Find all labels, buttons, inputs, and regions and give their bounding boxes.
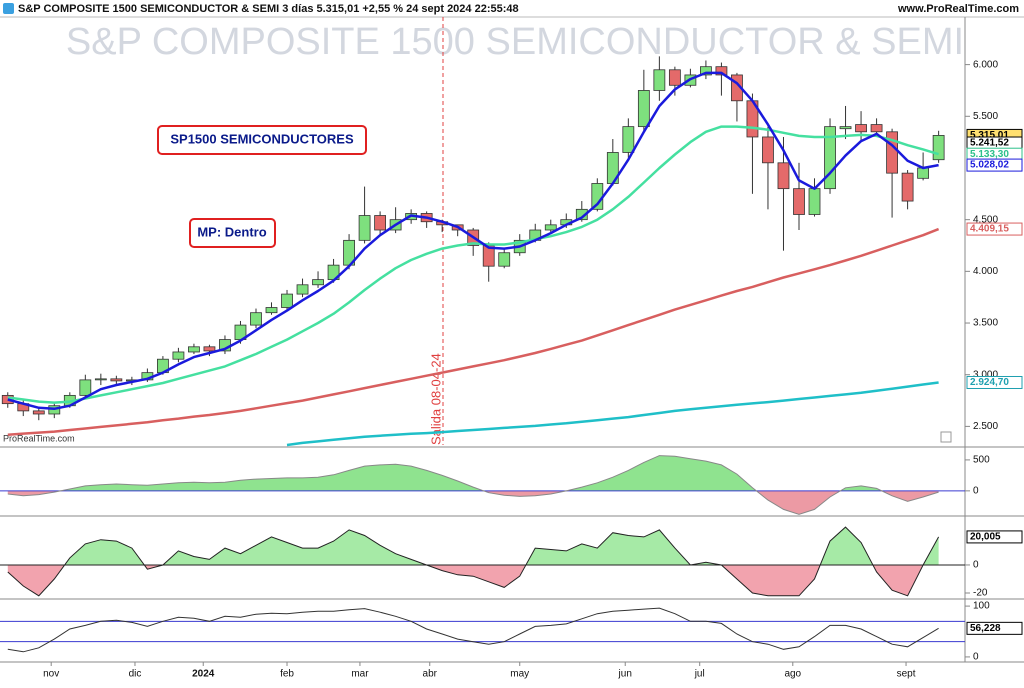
credit: ProRealTime.com [3, 433, 75, 443]
y-tick-label: 500 [973, 455, 990, 466]
last-value-label: 5.315,01 [970, 130, 1009, 141]
candle-body [637, 90, 650, 128]
candle-body [498, 252, 511, 267]
x-tick-label: jun [618, 669, 632, 680]
header-site: www.ProRealTime.com [897, 3, 1019, 15]
last-value-label: 56,228 [970, 623, 1001, 634]
y-tick-label: 0 [973, 485, 979, 496]
last-value-box [966, 621, 1023, 635]
x-tick-label: jul [694, 669, 705, 680]
area-negative [7, 564, 924, 596]
y-tick-label: 2.500 [973, 421, 998, 432]
candle-body [622, 126, 635, 153]
x-tick-label: feb [280, 669, 294, 680]
moving-average [7, 227, 940, 436]
moving-average [7, 125, 939, 404]
marks: nov dic 2024 feb mar abr may jun jul ago sept 6.000… [0, 56, 1023, 680]
candle-body [901, 172, 914, 202]
candle-body [265, 307, 278, 314]
candle-body [110, 378, 123, 382]
candle-body [203, 346, 216, 352]
x-tick-label: 2024 [192, 669, 215, 680]
exit-label: Salida 08-04-24 [428, 353, 443, 445]
candle-body [855, 124, 867, 133]
annotation-box [157, 125, 367, 155]
candle-body [374, 215, 387, 231]
last-value-box [966, 375, 1023, 389]
candle-body [312, 279, 324, 286]
candle-body [172, 351, 185, 360]
y-tick-label: 100 [973, 601, 990, 612]
last-value-label: 20,005 [970, 532, 1001, 543]
watermark: S&P COMPOSITE 1500 SEMICONDUCTOR & SEMI [66, 21, 964, 63]
annotation-text: MP: Dentro [197, 224, 266, 239]
area-positive [7, 527, 939, 565]
app-icon [3, 3, 14, 14]
candle-body [250, 312, 262, 326]
info-icon [940, 431, 952, 443]
x-tick-label: mar [351, 669, 369, 680]
last-value-box [966, 530, 1023, 544]
candle-body [281, 293, 293, 308]
last-value-box [966, 222, 1023, 236]
moving-average [286, 381, 939, 447]
candle-body [870, 124, 883, 133]
annotation-box [189, 218, 276, 248]
candle-body [886, 131, 898, 174]
last-value-label: 5.133,30 [970, 149, 1009, 160]
x-tick-label: may [510, 669, 529, 680]
candle-body [79, 379, 92, 396]
area-positive [7, 455, 939, 491]
y-tick-label: 3.500 [973, 318, 998, 329]
x-tick-label: dic [129, 669, 142, 680]
candle-body [358, 215, 371, 241]
last-value-label: 2.924,70 [970, 377, 1009, 388]
candle-body [762, 136, 774, 164]
y-tick-label: 4.500 [973, 214, 998, 225]
candle-body [1, 394, 14, 405]
last-value-label: 5.028,02 [970, 160, 1009, 171]
y-tick-label: 3.000 [973, 369, 998, 380]
y-tick-label: -20 [973, 588, 988, 599]
oscillator-line [7, 526, 940, 597]
candle-body [715, 66, 728, 76]
candle-body [839, 126, 852, 130]
y-tick-label: 4.000 [973, 266, 998, 277]
x-tick-label: nov [43, 669, 59, 680]
candle-body [188, 346, 200, 353]
y-tick-label: 0 [973, 652, 979, 663]
x-tick-label: abr [423, 669, 438, 680]
candle-body [777, 162, 790, 190]
candle-body [653, 69, 666, 91]
y-tick-label: 5.500 [973, 111, 998, 122]
candle-body [94, 378, 107, 381]
candle-body [668, 69, 681, 86]
candle-body [296, 284, 309, 295]
candle-body [917, 167, 930, 179]
candle-body [32, 410, 45, 415]
moving-average [7, 71, 939, 411]
candle-body [544, 224, 557, 231]
candle-body [824, 126, 836, 190]
candle-body [700, 66, 712, 76]
x-tick-label: sept [897, 669, 916, 680]
header-title: S&P COMPOSITE 1500 SEMICONDUCTOR & SEMI … [18, 3, 519, 15]
candle-body [932, 135, 945, 161]
candle-body [808, 188, 821, 215]
oscillator-line [7, 607, 939, 653]
x-tick-label: ago [784, 669, 801, 680]
y-tick-label: 0 [973, 560, 979, 571]
candle-body [793, 188, 805, 215]
oscillator-line [7, 455, 939, 515]
annotation-text: SP1500 SEMICONDUCTORES [170, 131, 354, 146]
last-value-label: 4.409,15 [970, 224, 1009, 235]
y-tick-label: 6.000 [973, 59, 998, 70]
last-value-label: 5.241,52 [970, 138, 1009, 149]
last-value-box [966, 158, 1023, 172]
